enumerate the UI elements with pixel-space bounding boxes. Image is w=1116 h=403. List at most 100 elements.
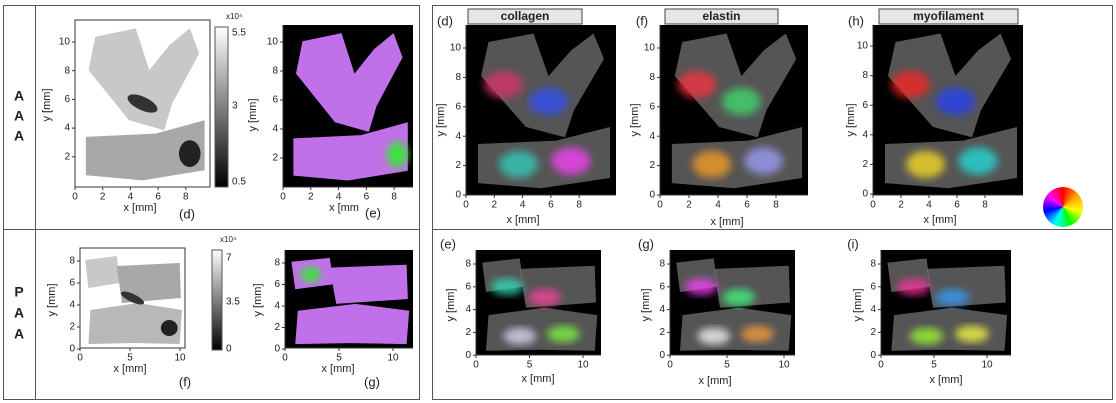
y-axis-label: y [mm] [46,284,58,317]
x-tick-label: 2 [100,192,106,203]
y-tick-label: 4 [274,301,280,312]
y-axis-label: y [mm] [629,104,641,137]
x-tick-label: 8 [576,200,582,211]
y-tick-label: 4 [64,123,70,134]
x-tick-label: 8 [773,200,779,211]
y-tick-label: 8 [659,259,665,270]
green-region [387,141,408,168]
y-tick-label: 8 [649,72,655,83]
colorbar-tick-label: 3.5 [226,297,240,308]
x-axis-label: x [mm] [924,214,957,226]
y-axis-label: y [mm] [640,289,652,322]
panel: 8 6 4 2 00 5 10 x [mm] y [mm] (g) [252,250,413,389]
x-tick-label: 5 [336,353,342,364]
header-box [467,8,583,25]
y-tick-label: 2 [649,160,655,171]
colorbar-tick-label: 0.5 [232,177,246,188]
y-tick-label: 10 [267,37,279,48]
stain [685,278,718,296]
tissue [85,120,205,181]
stain [503,327,536,345]
panel: 8 6 4 2 00 5 10 x [mm] y [mm] (e) [440,236,601,385]
colorbar [214,26,229,188]
y-tick-label: 6 [862,100,868,111]
y-tick-label: 4 [455,131,461,142]
y-tick-label: 4 [649,131,655,142]
stain [741,325,774,343]
x-tick-label: 0 [463,200,469,211]
x-tick-label: 5 [527,360,533,371]
panel-caption: (e) [365,205,381,220]
column-header: collagen [501,9,550,23]
x-tick-label: 10 [577,360,589,371]
header-box [878,8,1019,25]
x-tick-label: 6 [155,192,161,203]
x-tick-label: 5 [724,360,730,371]
x-axis-label: x [mm] [507,214,540,226]
panel-caption: (d) [437,13,453,28]
stain [528,288,561,306]
x-axis-label: x [mm] [711,216,744,228]
panel-caption: (f) [179,374,191,389]
y-tick-label: 2 [659,327,665,338]
tissue [674,33,797,138]
column-header: myofilament [913,9,984,23]
stain [935,288,970,306]
x-tick-label: 2 [492,200,498,211]
x-axis-label: x [mm] [124,202,157,214]
y-tick-label: 4 [862,129,868,140]
y-tick-label: 6 [69,278,75,289]
y-axis-label: y [mm] [435,104,447,137]
stain [744,147,783,175]
y-tick-label: 6 [870,281,876,292]
stain [529,87,568,116]
x-tick-label: 0 [473,360,479,371]
y-tick-label: 8 [274,258,280,269]
y-tick-label: 6 [272,95,278,106]
y-tick-label: 8 [64,65,70,76]
tissue [116,263,181,303]
color-wheel [1043,187,1083,227]
y-tick-label: 8 [455,72,461,83]
y-tick-label: 4 [272,124,278,135]
y-axis-label: y [mm] [247,99,259,132]
stain [722,288,755,306]
tissue [88,28,200,131]
row-label: A [14,128,24,144]
y-tick-label: 6 [274,279,280,290]
stain [722,87,761,116]
y-tick-label: 6 [64,94,70,105]
x-tick-label: 4 [336,192,342,203]
y-tick-label: 0 [455,190,461,201]
y-tick-label: 0 [465,350,471,361]
x-tick-label: 6 [548,200,554,211]
tissue [486,307,598,351]
row-label: A [14,305,24,321]
x-axis-label: x [mm] [322,363,355,375]
row-label: A [14,108,24,124]
x-tick-label: 6 [364,192,370,203]
y-tick-label: 8 [69,256,75,267]
stain [677,70,717,99]
y-axis-label: y [mm] [445,289,457,322]
y-tick-label: 6 [465,281,471,292]
colorbar-tick-label: 5.5 [232,28,246,39]
y-tick-label: 0 [649,190,655,201]
x-axis-label: x [mm] [114,363,147,375]
panel-caption: (e) [440,236,456,251]
colorbar-tick-label: 0 [226,344,232,355]
y-tick-label: 0 [69,344,75,355]
tissue [88,303,182,344]
tissue [85,256,120,288]
tissue [329,264,408,304]
y-tick-label: 2 [69,322,75,333]
panel-caption: (i) [847,236,859,251]
x-tick-label: 6 [954,200,960,211]
colorbar-tick-label: 3 [232,101,238,112]
y-axis-label: y [mm] [852,289,864,322]
y-tick-label: 10 [857,41,869,52]
x-tick-label: 0 [878,360,884,371]
x-tick-label: 6 [744,200,750,211]
